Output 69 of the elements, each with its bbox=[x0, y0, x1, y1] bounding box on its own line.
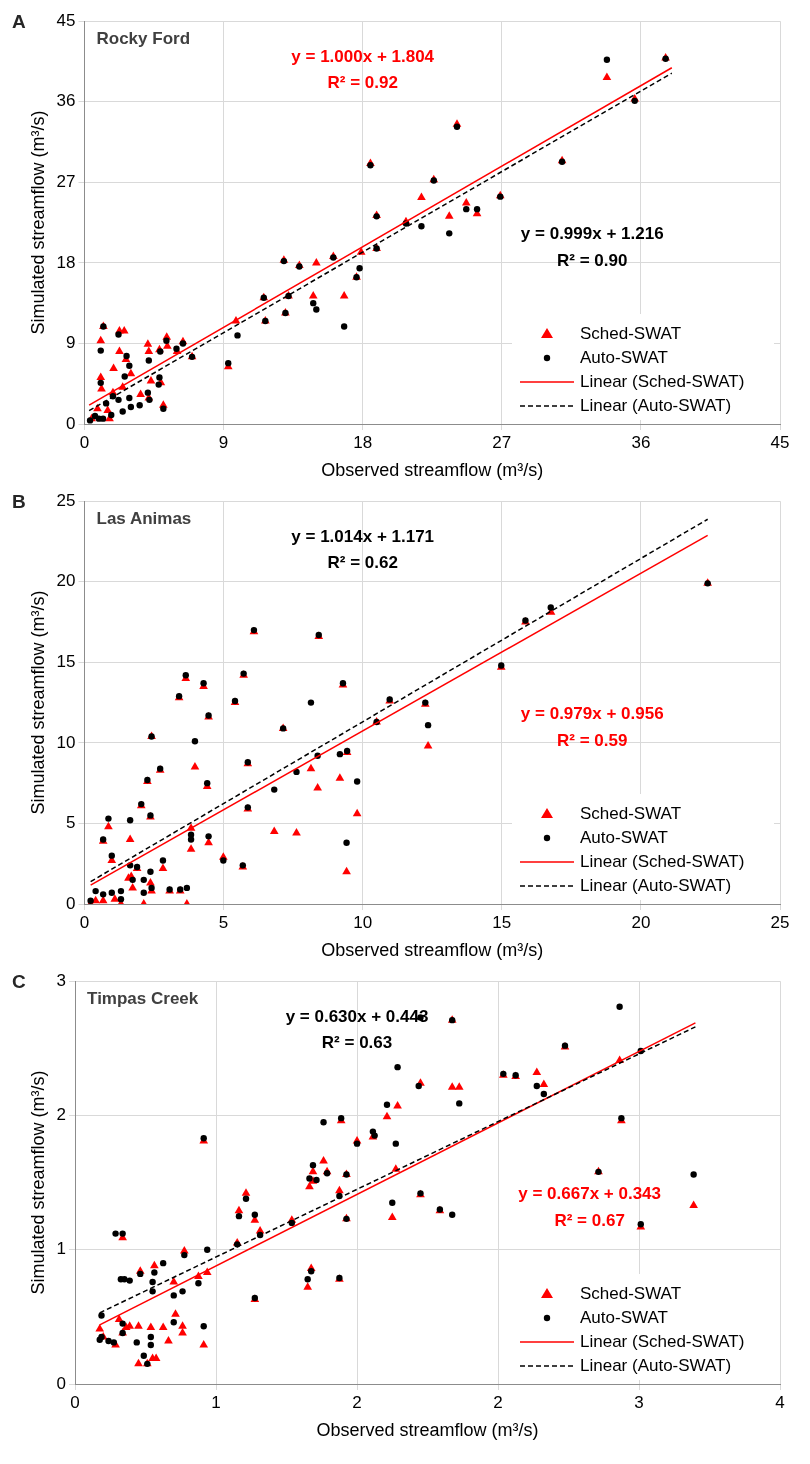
annotation: R² = 0.92 bbox=[327, 73, 398, 93]
x-tick-label: 36 bbox=[631, 432, 651, 452]
legend-label: Auto-SWAT bbox=[580, 827, 668, 847]
annotation: y = 1.000x + 1.804 bbox=[291, 47, 435, 67]
x-tick-label: 20 bbox=[631, 912, 651, 932]
x-tick-label: 0 bbox=[79, 912, 90, 932]
y-tick-label: 0 bbox=[56, 1373, 67, 1393]
text: A bbox=[12, 11, 26, 33]
y-tick-label: 2 bbox=[56, 1105, 67, 1125]
x-axis-title: Observed streamflow (m³/s) bbox=[321, 940, 544, 961]
annotation: R² = 0.67 bbox=[554, 1210, 625, 1230]
x-tick-label: 18 bbox=[353, 432, 373, 452]
y-tick-label: 15 bbox=[56, 652, 76, 672]
x-tick-label: 3 bbox=[634, 1392, 644, 1412]
y-tick-label: 27 bbox=[56, 172, 76, 192]
x-tick-label: 4 bbox=[775, 1392, 785, 1412]
annotation: R² = 0.63 bbox=[321, 1033, 393, 1053]
text: Timpas Creek bbox=[87, 989, 199, 1009]
y-tick-label: 20 bbox=[56, 571, 76, 591]
annotation: y = 0.999x + 1.216 bbox=[520, 224, 664, 244]
x-tick-label: 10 bbox=[353, 912, 373, 932]
x-tick-label: 45 bbox=[770, 432, 790, 452]
legend-label: Sched-SWAT bbox=[580, 1283, 682, 1303]
annotation: R² = 0.59 bbox=[557, 730, 628, 750]
y-tick-label: 10 bbox=[56, 732, 76, 752]
x-axis-title: Observed streamflow (m³/s) bbox=[321, 460, 544, 481]
legend-label: Linear (Sched-SWAT) bbox=[580, 851, 745, 871]
y-tick-label: 25 bbox=[56, 490, 76, 510]
y-axis-title: Simulated streamflow (m³/s) bbox=[27, 110, 48, 335]
x-tick-label: 9 bbox=[218, 432, 229, 452]
text: B bbox=[12, 491, 26, 513]
y-axis-title: Simulated streamflow (m³/s) bbox=[27, 1070, 48, 1295]
y-tick-label: 3 bbox=[56, 970, 67, 990]
annotation: y = 1.014x + 1.171 bbox=[291, 527, 435, 547]
legend-label: Sched-SWAT bbox=[580, 323, 682, 343]
text: Rocky Ford bbox=[96, 29, 191, 49]
annotation: y = 0.667x + 0.343 bbox=[518, 1184, 662, 1204]
annotation: y = 0.979x + 0.956 bbox=[520, 704, 664, 724]
legend-label: Sched-SWAT bbox=[580, 803, 682, 823]
legend-label: Linear (Auto-SWAT) bbox=[580, 875, 732, 895]
y-tick-label: 0 bbox=[66, 893, 76, 913]
legend-label: Linear (Auto-SWAT) bbox=[580, 395, 732, 415]
x-axis-title: Observed streamflow (m³/s) bbox=[316, 1420, 539, 1441]
y-tick-label: 45 bbox=[56, 10, 76, 30]
x-tick-label: 15 bbox=[492, 912, 512, 932]
y-tick-label: 36 bbox=[56, 91, 76, 111]
text: C bbox=[12, 971, 26, 993]
legend-label: Linear (Sched-SWAT) bbox=[580, 1331, 745, 1351]
x-tick-label: 2 bbox=[352, 1392, 362, 1412]
legend-label: Linear (Auto-SWAT) bbox=[580, 1355, 732, 1375]
y-tick-label: 1 bbox=[56, 1239, 67, 1259]
x-tick-label: 0 bbox=[79, 432, 90, 452]
legend-label: Auto-SWAT bbox=[580, 347, 668, 367]
y-axis-title: Simulated streamflow (m³/s) bbox=[27, 590, 48, 815]
annotation: y = 0.630x + 0.443 bbox=[285, 1007, 429, 1027]
text: Las Animas bbox=[96, 509, 192, 529]
y-tick-label: 18 bbox=[56, 252, 76, 272]
x-tick-label: 27 bbox=[492, 432, 512, 452]
x-tick-label: 25 bbox=[770, 912, 790, 932]
annotation: R² = 0.62 bbox=[327, 553, 398, 573]
annotation: R² = 0.90 bbox=[557, 250, 628, 270]
x-tick-label: 1 bbox=[211, 1392, 221, 1412]
y-tick-label: 0 bbox=[66, 413, 76, 433]
y-tick-label: 5 bbox=[66, 813, 76, 833]
y-tick-label: 9 bbox=[66, 333, 76, 353]
legend-label: Auto-SWAT bbox=[580, 1307, 668, 1327]
x-tick-label: 2 bbox=[493, 1392, 503, 1412]
x-tick-label: 5 bbox=[218, 912, 229, 932]
legend-label: Linear (Sched-SWAT) bbox=[580, 371, 745, 391]
